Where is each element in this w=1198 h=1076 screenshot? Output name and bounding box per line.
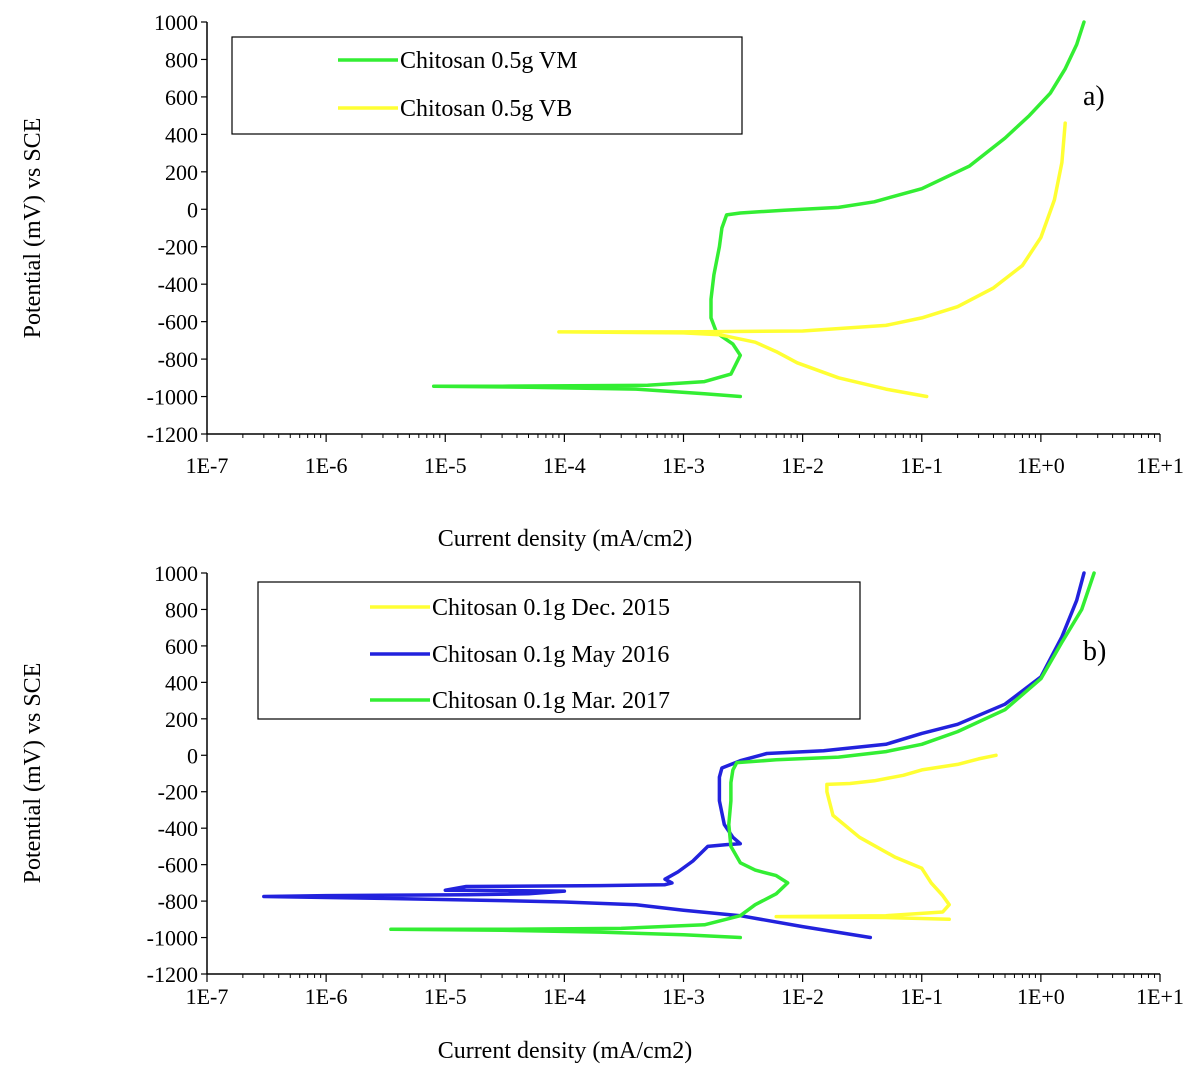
x-axis-title: Current density (mA/cm2) — [438, 1038, 693, 1064]
x-tick-label: 1E-7 — [186, 984, 229, 1009]
panel-label: a) — [1083, 81, 1105, 112]
y-tick-label: -1200 — [147, 422, 198, 447]
y-tick-label: 1000 — [154, 561, 198, 586]
y-tick-label: -400 — [158, 816, 198, 841]
x-tick-label: 1E-7 — [186, 453, 229, 478]
x-tick-label: 1E+0 — [1017, 453, 1065, 478]
y-axis-title: Potential (mV) vs SCE — [20, 663, 46, 884]
x-tick-label: 1E-3 — [662, 984, 705, 1009]
legend-label: Chitosan 0.1g Mar. 2017 — [432, 688, 670, 714]
y-tick-label: -800 — [158, 347, 198, 372]
legend-label: Chitosan 0.5g VB — [400, 96, 572, 122]
legend-box — [231, 36, 743, 135]
y-tick-label: 800 — [165, 597, 198, 622]
y-tick-label: 600 — [165, 85, 198, 110]
y-tick-label: -800 — [158, 889, 198, 914]
y-tick-label: 400 — [165, 670, 198, 695]
x-tick-label: 1E+0 — [1017, 984, 1065, 1009]
legend: Chitosan 0.5g VM Chitosan 0.5g VB — [231, 36, 743, 135]
y-tick-label: 600 — [165, 634, 198, 659]
legend-box — [257, 581, 861, 720]
x-tick-label: 1E-6 — [305, 984, 348, 1009]
series-line — [389, 571, 1096, 940]
chart-panel-a: 1000 800 600 400 200 0 -200 -400 -600 -800 -1000 -1… — [20, 10, 1184, 552]
y-tick-label: -1000 — [147, 926, 198, 951]
legend: Chitosan 0.1g Dec. 2015 Chitosan 0.1g May… — [257, 581, 861, 720]
y-tick-label: -200 — [158, 780, 198, 805]
series-line — [774, 753, 998, 922]
panel-label: b) — [1083, 636, 1106, 667]
y-tick-label: -600 — [158, 310, 198, 335]
x-tick-label: 1E-4 — [543, 453, 586, 478]
series-line — [431, 20, 1086, 399]
y-tick-label: -200 — [158, 235, 198, 260]
legend-label: Chitosan 0.5g VM — [400, 48, 578, 74]
x-tick-label: 1E-2 — [781, 453, 824, 478]
y-tick-label: 200 — [165, 707, 198, 732]
x-tick-label: 1E-5 — [424, 984, 467, 1009]
y-tick-label: -600 — [158, 853, 198, 878]
x-tick-label: 1E-1 — [900, 453, 943, 478]
x-tick-label: 1E-4 — [543, 984, 586, 1009]
x-axis-title: Current density (mA/cm2) — [438, 526, 693, 552]
y-tick-label: 400 — [165, 122, 198, 147]
legend-label: Chitosan 0.1g May 2016 — [432, 642, 669, 668]
legend-label: Chitosan 0.1g Dec. 2015 — [432, 595, 670, 621]
x-tick-label: 1E-5 — [424, 453, 467, 478]
y-axis-title: Potential (mV) vs SCE — [20, 118, 46, 339]
x-tick-label: 1E-2 — [781, 984, 824, 1009]
y-tick-label: 0 — [187, 743, 198, 768]
y-tick-label: 200 — [165, 160, 198, 185]
x-tick-label: 1E+1 — [1136, 984, 1184, 1009]
series-line — [557, 121, 1067, 399]
x-tick-label: 1E-6 — [305, 453, 348, 478]
series-line — [262, 571, 1086, 940]
x-tick-label: 1E+1 — [1136, 453, 1184, 478]
x-tick-label: 1E-1 — [900, 984, 943, 1009]
y-tick-label: 0 — [187, 197, 198, 222]
chart-panel-b: 1000 800 600 400 200 0 -200 -400 -600 -800 -1000 -1… — [20, 561, 1184, 1064]
y-tick-label: -400 — [158, 272, 198, 297]
y-tick-label: 800 — [165, 47, 198, 72]
x-tick-label: 1E-3 — [662, 453, 705, 478]
y-tick-label: 1000 — [154, 10, 198, 35]
y-tick-label: -1000 — [147, 385, 198, 410]
y-tick-label: -1200 — [147, 962, 198, 987]
